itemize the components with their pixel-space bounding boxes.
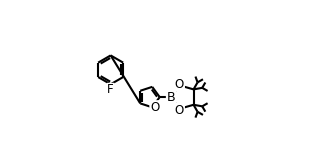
Text: B: B — [167, 91, 176, 104]
Text: O: O — [175, 103, 184, 117]
Text: O: O — [175, 78, 184, 91]
Text: F: F — [107, 83, 114, 96]
Text: O: O — [150, 101, 159, 114]
